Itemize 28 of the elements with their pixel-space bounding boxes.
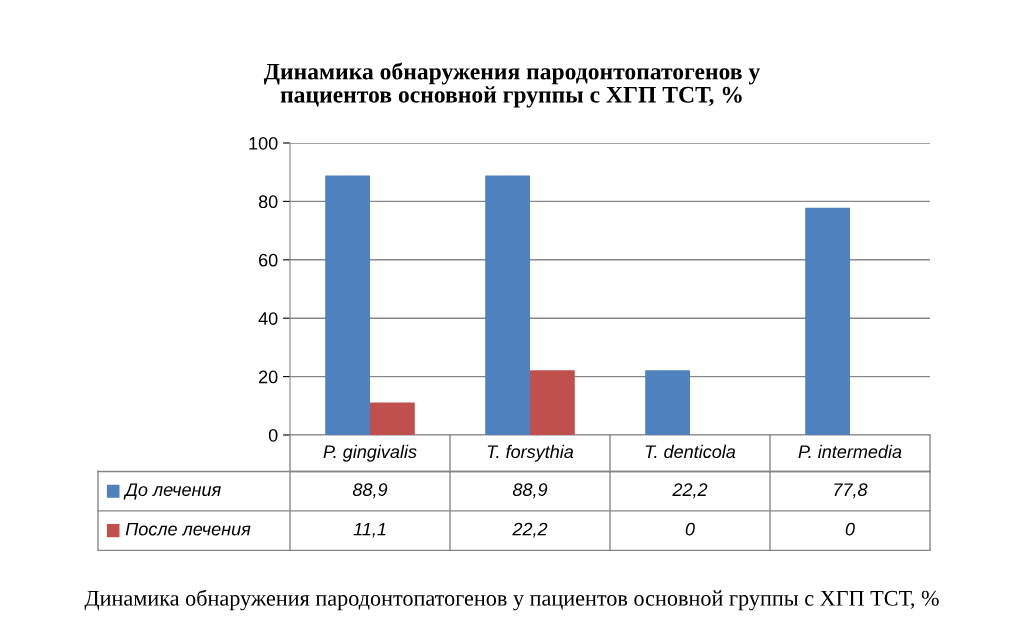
y-tick-label: 60	[259, 253, 278, 267]
bar	[370, 402, 415, 435]
data-label: 88,9	[352, 483, 388, 499]
chart-title: Динамика обнаружения пародонтопатогенов у пациентов основной группы с ХГП ТСТ, %	[263, 62, 761, 108]
bar	[485, 175, 530, 435]
data-label: 88,9	[512, 483, 548, 499]
data-label: 22,2	[512, 522, 548, 538]
data-label: 0	[845, 522, 855, 536]
y-tick-label: 80	[258, 195, 278, 209]
x-tick-label: T. denticola	[645, 444, 736, 459]
legend-label: После лечения	[125, 522, 251, 536]
bar	[805, 207, 850, 435]
data-label: 22,2	[672, 483, 708, 499]
x-tick-label: T. forsythia	[487, 444, 574, 462]
text: Динамика обнаружения пародонтопатогенов у пациентов основной группы с ХГП ТСТ, %	[84, 589, 939, 611]
y-tick-label: 40	[258, 312, 278, 325]
data-label: 77,8	[834, 483, 868, 499]
data-label: 0	[685, 522, 695, 536]
y-tick-label: 0	[268, 428, 278, 442]
bar	[325, 175, 370, 435]
y-tick-label: 20	[259, 370, 278, 384]
bar	[645, 370, 690, 435]
legend-label: До лечения	[123, 483, 221, 500]
bar	[530, 370, 575, 435]
x-tick-label: P. intermedia	[798, 444, 902, 459]
data-label: 11,1	[353, 522, 386, 538]
y-tick-label: 100	[249, 136, 278, 150]
x-tick-label: P. gingivalis	[323, 444, 417, 462]
